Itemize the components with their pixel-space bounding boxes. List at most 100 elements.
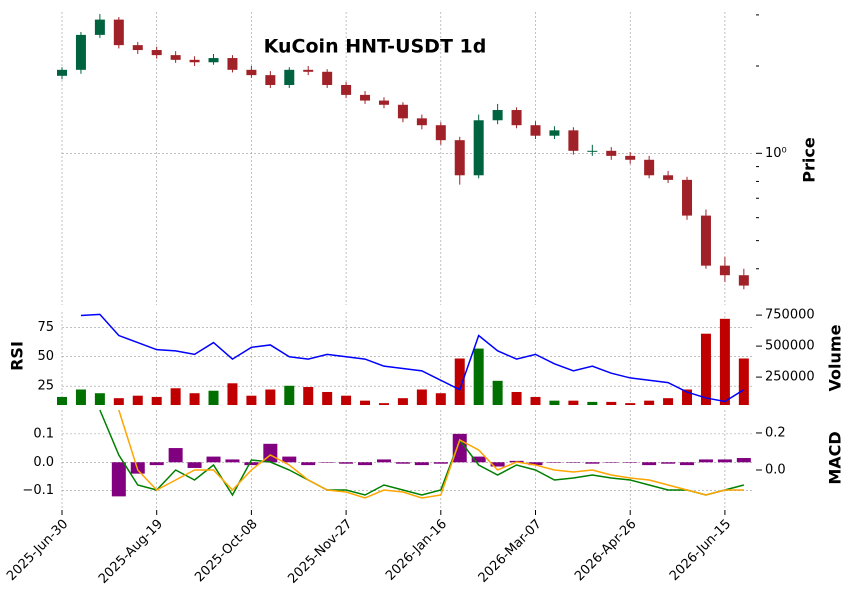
y2-tick-label: 0.0 [765,463,786,478]
x-tick-label: 2025-Jun-30 [4,517,71,584]
x-tick-label: 2025-Aug-19 [96,517,166,587]
macd-histogram-bar [661,462,676,464]
volume-bar [113,398,124,405]
volume-bar [397,398,408,405]
volume-bar [94,393,105,405]
volume-bar [132,395,143,405]
candle-body [265,75,276,85]
macd-histogram-bar [376,459,391,463]
candle-body [719,265,730,276]
y2-label: MACD [826,431,845,484]
y-tick-label: 75 [37,320,54,335]
volume-bar [549,400,560,405]
y-tick-label: 10⁰ [765,146,787,161]
candle-body [94,19,105,35]
macd-line [99,409,745,497]
volume-bar [284,385,295,405]
volume-bar [75,389,86,405]
chart-title: KuCoin HNT-USDT 1d [264,36,487,58]
x-tick-label: 2025-Oct-08 [192,517,260,585]
volume-bar [700,333,711,405]
macd-histogram-bar [320,462,335,463]
volume-bar [246,395,257,405]
candle-body [511,110,522,126]
volume-bar [644,400,655,405]
candle-body [189,59,200,63]
candle-body [378,100,389,105]
candle-body [435,125,446,141]
volume-bar [435,393,446,405]
volume-bar [454,358,465,405]
x-tick-label: 2026-Jan-16 [383,517,450,584]
volume-bar [492,380,503,405]
y-label: Price [800,137,819,183]
macd-histogram-bar [301,462,316,466]
macd-histogram-bar [187,462,202,468]
macd-histogram-bar [433,462,448,464]
x-tick-label: 2026-Mar-07 [476,517,545,586]
candle-body [57,69,67,76]
volume-bar [738,358,749,405]
x-tick-label: 2026-Apr-26 [572,517,639,584]
volume-bar [511,391,522,405]
volume-bar [151,396,162,405]
macd-histogram-bar [168,448,183,463]
y-tick-label: −0.1 [22,483,54,498]
macd-histogram-bar [414,462,429,466]
volume-bar [360,400,371,405]
candle-body [530,125,541,136]
macd-histogram-bar [717,459,732,463]
volume-bar [227,383,238,405]
macd-histogram-bar [490,462,505,467]
volume-bar [416,389,427,405]
volume-bar [663,398,674,405]
macd-histogram-bar [206,456,221,463]
volume-bar [625,403,636,405]
macd-histogram-bar [566,462,581,463]
candle-body [75,34,86,70]
y2-tick-label: 250000 [765,370,815,385]
macd-histogram-bar [680,462,695,466]
y2-tick-label: 750000 [765,308,815,323]
volume-bar [265,389,276,405]
candle-body [568,130,579,151]
y2-label: Volume [826,324,845,391]
candle-body [587,150,598,152]
candle-body [454,140,465,176]
macd-histogram-bar [282,456,297,463]
x-tick-label: 2025-Nov-27 [285,517,355,587]
candle-body [416,118,427,126]
candle-body [473,120,484,176]
y-tick-label: 0.0 [33,455,54,470]
candle-body [151,50,162,56]
candle-body [663,175,674,180]
candle-body [132,45,143,51]
candle-body [341,84,352,95]
volume-bar [587,401,598,405]
volume-bar [170,388,181,405]
volume-bar [682,389,693,405]
volume-bar [719,318,730,405]
volume-bar [568,400,579,405]
macd-histogram-bar [528,462,543,466]
macd-histogram-bar [358,462,373,466]
volume-bar [378,403,389,405]
candle-body [700,215,711,266]
x-tick-label: 2026-Jun-15 [667,517,734,584]
candle-body [625,155,636,160]
volume-bar [530,396,541,405]
macd-histogram-bar [339,462,354,464]
candle-body [284,69,295,85]
y-tick-label: 50 [37,349,54,364]
macd-histogram-bar [642,462,657,466]
macd-line [118,409,744,499]
macd-histogram-bar [471,456,486,463]
macd-histogram-bar [225,459,240,463]
volume-bar [303,387,314,405]
macd-histogram-bar [111,462,126,497]
macd-histogram-bar [547,462,562,463]
volume-bar [322,391,333,405]
volume-bar [57,396,67,405]
candle-body [246,69,257,76]
